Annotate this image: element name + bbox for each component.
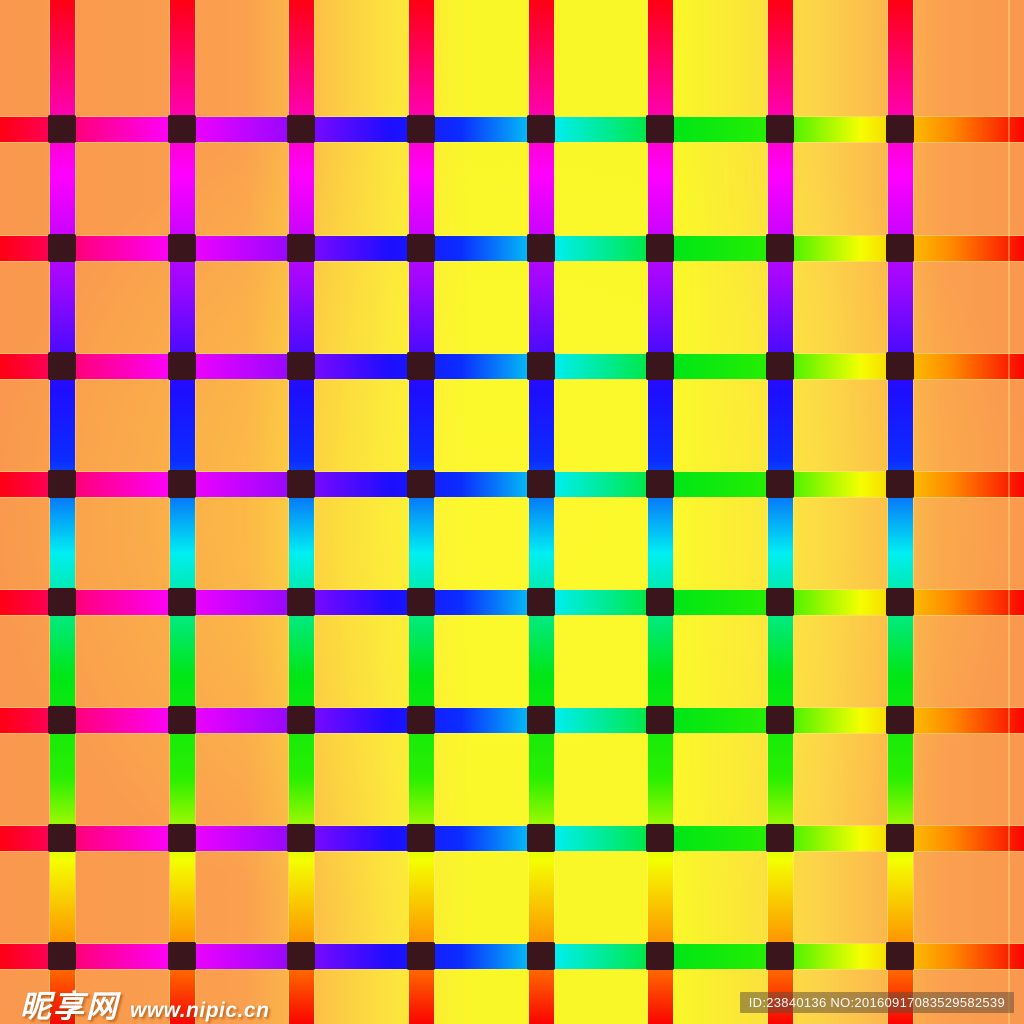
grid-node [48, 588, 76, 616]
grid-node [168, 352, 196, 380]
grid-node [646, 234, 674, 262]
cell-seam-line [1008, 0, 1010, 1024]
grid-node [766, 352, 794, 380]
grid-node [527, 234, 555, 262]
grid-node [527, 824, 555, 852]
grid-node [168, 115, 196, 143]
grid-node [287, 588, 315, 616]
grid-node [886, 824, 914, 852]
grid-node [287, 470, 315, 498]
grid-node [287, 115, 315, 143]
grid-node [168, 588, 196, 616]
grid-node [766, 234, 794, 262]
grid-node [766, 115, 794, 143]
grid-node [766, 824, 794, 852]
grid-node [766, 942, 794, 970]
grid-node [646, 706, 674, 734]
vertical-bar [288, 0, 314, 1024]
grid-node [168, 824, 196, 852]
grid-node [287, 352, 315, 380]
grid-node [48, 706, 76, 734]
nipic-watermark: 昵享网 www.nipic.cn [20, 981, 269, 1024]
nipic-url-text: www.nipic.cn [130, 999, 270, 1022]
grid-node [287, 706, 315, 734]
grid-node [407, 824, 435, 852]
grid-node [646, 942, 674, 970]
grid-node [48, 115, 76, 143]
grid-node [168, 234, 196, 262]
grid-node [48, 470, 76, 498]
grid-node [646, 115, 674, 143]
vertical-bar [169, 0, 195, 1024]
grid-node [646, 470, 674, 498]
grid-node [886, 115, 914, 143]
grid-node [527, 115, 555, 143]
grid-node [168, 942, 196, 970]
grid-node [48, 352, 76, 380]
grid-node [886, 352, 914, 380]
grid-node [407, 352, 435, 380]
grid-node [886, 706, 914, 734]
grid-node [48, 234, 76, 262]
grid-node [168, 706, 196, 734]
grid-node [886, 234, 914, 262]
grid-node [766, 470, 794, 498]
grid-node [407, 115, 435, 143]
grid-node [527, 352, 555, 380]
grid-node [168, 470, 196, 498]
vertical-bar [767, 0, 793, 1024]
vertical-bar [647, 0, 673, 1024]
grid-node [48, 942, 76, 970]
vertical-bar [528, 0, 554, 1024]
vertical-bar [408, 0, 434, 1024]
grid-node [646, 588, 674, 616]
grid-node [527, 588, 555, 616]
grid-node [48, 824, 76, 852]
nipic-logo-text: 昵享网 [20, 989, 119, 1024]
grid-node [407, 942, 435, 970]
image-id-text: ID:23840136 NO:20160917083529582539 [748, 995, 1005, 1010]
grid-node [886, 470, 914, 498]
grid-node [287, 234, 315, 262]
grid-node [766, 588, 794, 616]
grid-node [646, 352, 674, 380]
grid-node [766, 706, 794, 734]
grid-node [886, 942, 914, 970]
vertical-bar [49, 0, 75, 1024]
grid-node [407, 588, 435, 616]
grid-node [527, 942, 555, 970]
grid-node [407, 706, 435, 734]
grid-node [287, 824, 315, 852]
grid-node [646, 824, 674, 852]
grid-node [407, 234, 435, 262]
image-id-stamp: ID:23840136 NO:20160917083529582539 [739, 992, 1014, 1013]
grid-node [407, 470, 435, 498]
grid-node [527, 470, 555, 498]
vertical-bar [887, 0, 913, 1024]
grid-node [527, 706, 555, 734]
grid-node [287, 942, 315, 970]
grid-node [886, 588, 914, 616]
